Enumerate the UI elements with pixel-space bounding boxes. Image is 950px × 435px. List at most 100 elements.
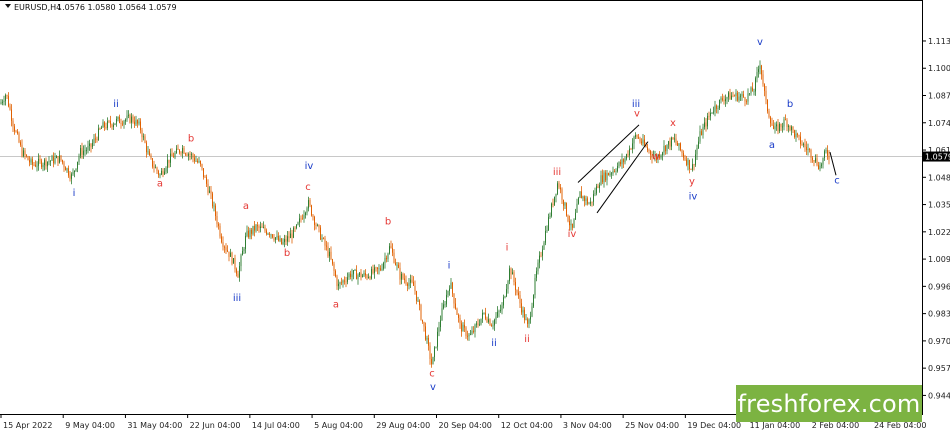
candle-body xyxy=(87,146,89,151)
candle-body xyxy=(636,135,638,138)
candle-body xyxy=(242,250,243,256)
candle-body xyxy=(602,175,603,183)
candle-body xyxy=(264,227,266,231)
candle-body xyxy=(27,156,29,161)
candle-body xyxy=(330,251,332,259)
candle-body xyxy=(611,173,612,175)
candle-body xyxy=(164,171,165,175)
candle-body xyxy=(701,131,702,136)
candle-body xyxy=(303,215,305,219)
candle-body xyxy=(537,262,539,272)
candle-body xyxy=(284,239,285,243)
candle-body xyxy=(827,150,828,156)
candle-body xyxy=(519,295,521,304)
candle-body xyxy=(414,285,416,291)
candle-body xyxy=(674,138,675,140)
candle-body xyxy=(695,154,696,165)
candle-body xyxy=(632,143,633,150)
candle-body xyxy=(656,155,657,160)
candle-body xyxy=(36,165,38,167)
candle-body xyxy=(395,262,396,265)
candle-body xyxy=(801,144,803,146)
candle-body xyxy=(714,105,716,112)
candle-body xyxy=(777,124,779,132)
candle-body xyxy=(405,279,407,284)
candle-body xyxy=(572,223,573,228)
candle-body xyxy=(686,159,687,165)
candle-body xyxy=(399,267,401,280)
candle-body xyxy=(237,273,239,278)
candle-body xyxy=(455,303,456,309)
candle-body xyxy=(90,143,92,147)
wave-label-red: iii xyxy=(553,167,561,178)
candle-body xyxy=(548,217,549,231)
wave-labels-layer: iiiabiiiabcivabcviiiiiiiiiiviiivwxyivvab… xyxy=(73,37,840,393)
candle-body xyxy=(492,325,494,327)
candle-body xyxy=(8,96,9,107)
candle-body xyxy=(534,277,536,295)
candle-body xyxy=(194,157,195,162)
candle-body xyxy=(189,154,191,156)
candle-body xyxy=(122,123,123,125)
candle-body xyxy=(276,235,278,238)
candle-body xyxy=(621,159,623,165)
candle-body xyxy=(785,119,786,121)
candle-body xyxy=(198,161,200,163)
candle-body xyxy=(384,257,386,263)
candle-body xyxy=(794,130,795,138)
candle-body xyxy=(747,93,749,102)
candle-body xyxy=(626,154,627,159)
candle-body xyxy=(135,120,137,125)
candle-body xyxy=(566,202,567,216)
candle-body xyxy=(251,229,252,234)
triangle-down-icon[interactable] xyxy=(5,4,11,8)
candle-body xyxy=(608,173,609,176)
candle-body xyxy=(746,101,747,103)
candle-body xyxy=(786,119,788,127)
candle-body xyxy=(107,120,108,128)
candle-body xyxy=(653,156,654,158)
candle-body xyxy=(501,305,503,311)
wave-label-blue: i xyxy=(73,188,76,199)
candle-body xyxy=(575,212,576,220)
time-tick-label: 15 Apr 2022 xyxy=(3,421,52,430)
candle-body xyxy=(503,297,504,306)
candle-body xyxy=(342,280,344,283)
candle-body xyxy=(56,156,57,159)
candle-body xyxy=(21,144,23,157)
candle-body xyxy=(680,143,681,151)
wave-label-red: a xyxy=(333,299,339,310)
candle-body xyxy=(80,148,81,156)
candle-body xyxy=(675,138,677,144)
candle-body xyxy=(569,221,570,226)
candle-body xyxy=(779,123,780,132)
candle-body xyxy=(255,225,257,231)
brand-logo: freshforex.com xyxy=(736,385,922,422)
candle-body xyxy=(822,157,824,165)
wave-label-red: iv xyxy=(568,229,577,240)
price-tick-label: 1.0350 xyxy=(928,201,950,210)
candle-body xyxy=(672,137,674,140)
candle-body xyxy=(350,273,351,277)
candle-body xyxy=(180,152,182,154)
candle-body xyxy=(236,269,237,274)
candle-body xyxy=(417,300,419,302)
candle-body xyxy=(20,142,21,145)
candle-body xyxy=(545,230,546,243)
candle-body xyxy=(764,84,765,91)
candle-body xyxy=(623,159,624,163)
candle-body xyxy=(291,233,293,238)
candle-body xyxy=(551,203,552,216)
candle-body xyxy=(57,156,59,163)
candle-body xyxy=(324,238,326,246)
candle-body xyxy=(468,334,470,337)
candle-body xyxy=(398,264,399,268)
wave-label-red: c xyxy=(429,369,435,380)
candle-body xyxy=(512,272,513,275)
candle-body xyxy=(29,160,30,163)
candle-body xyxy=(173,156,174,158)
time-tick-label: 31 May 04:00 xyxy=(127,421,182,430)
candle-body xyxy=(66,168,68,171)
